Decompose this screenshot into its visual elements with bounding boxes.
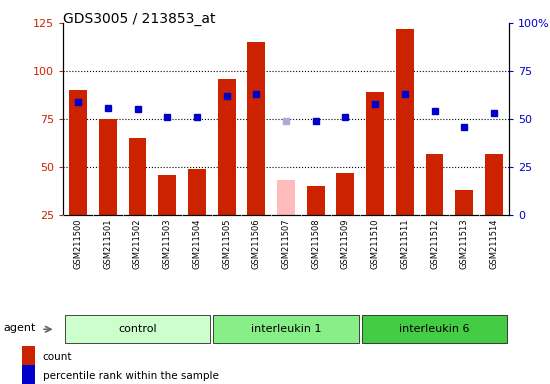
Text: GSM211501: GSM211501 [103,218,112,268]
Text: GSM211505: GSM211505 [222,218,231,268]
Text: GSM211514: GSM211514 [490,218,498,268]
Text: percentile rank within the sample: percentile rank within the sample [43,371,218,381]
Text: count: count [43,352,72,362]
Bar [362,316,507,343]
Text: GSM211512: GSM211512 [430,218,439,268]
Bar [426,154,443,215]
Text: GSM211509: GSM211509 [341,218,350,268]
Text: interleukin 1: interleukin 1 [251,324,321,334]
Text: GSM211513: GSM211513 [460,218,469,269]
Text: GSM211508: GSM211508 [311,218,320,269]
Text: GSM211511: GSM211511 [400,218,409,268]
Bar [218,79,235,215]
Bar [277,180,295,215]
Bar [21,365,35,384]
Bar [248,42,265,215]
Text: agent: agent [3,323,36,333]
Bar [129,138,146,215]
Bar [396,29,414,215]
Bar [158,175,176,215]
Bar [188,169,206,215]
Bar [455,190,473,215]
Bar [21,346,35,369]
Text: GSM211510: GSM211510 [371,218,380,268]
Text: GSM211507: GSM211507 [282,218,290,269]
Text: GSM211503: GSM211503 [163,218,172,269]
Bar [69,90,87,215]
Text: GDS3005 / 213853_at: GDS3005 / 213853_at [63,12,216,25]
Bar [485,154,503,215]
Text: control: control [118,324,157,334]
Bar [213,316,359,343]
Text: GSM211500: GSM211500 [74,218,82,268]
Bar [366,92,384,215]
Text: GSM211506: GSM211506 [252,218,261,269]
Text: GSM211502: GSM211502 [133,218,142,268]
Bar [65,316,210,343]
Bar [337,173,354,215]
Text: GSM211504: GSM211504 [192,218,201,268]
Bar [99,119,117,215]
Bar [307,186,324,215]
Text: interleukin 6: interleukin 6 [399,324,470,334]
